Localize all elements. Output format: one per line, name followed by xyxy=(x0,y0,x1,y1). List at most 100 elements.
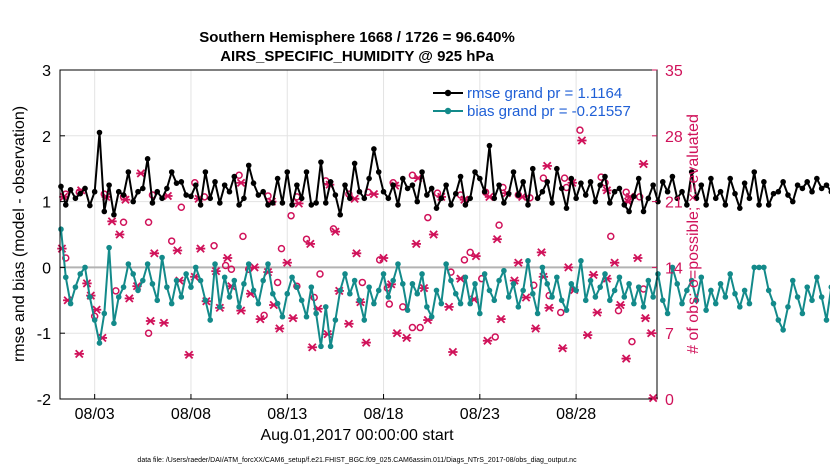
obs-possible-marker xyxy=(628,337,636,346)
x-axis-label: Aug.01,2017 00:00:00 start xyxy=(260,427,454,444)
bias-point xyxy=(659,297,666,304)
rmse-point xyxy=(505,190,512,197)
rmse-point xyxy=(159,195,165,202)
bias-point xyxy=(679,300,685,307)
obs-evaluated-marker xyxy=(74,349,84,359)
rmse-point xyxy=(399,175,406,182)
rmse-point xyxy=(592,198,599,205)
bias-point xyxy=(404,307,411,313)
rmse-point xyxy=(318,159,324,165)
obs-possible-marker xyxy=(399,303,407,311)
bias-point xyxy=(814,274,820,281)
bias-point xyxy=(602,271,608,277)
rmse-point xyxy=(322,200,329,206)
bias-point xyxy=(558,297,565,304)
rmse-point xyxy=(260,188,266,195)
rmse-point xyxy=(679,188,685,195)
rmse-point xyxy=(289,202,295,208)
bias-point xyxy=(751,264,758,271)
obs-evaluated-marker xyxy=(592,308,602,317)
rmse-point xyxy=(111,211,117,218)
bias-point xyxy=(212,261,218,267)
obs-evaluated-marker xyxy=(496,314,506,324)
rmse-point xyxy=(241,195,247,202)
bias-point xyxy=(780,327,786,333)
bias-point xyxy=(737,304,743,310)
rmse-point xyxy=(462,202,469,208)
bias-point xyxy=(785,304,791,310)
rmse-point xyxy=(765,202,772,208)
y-right-tick-label: 28 xyxy=(665,129,683,146)
bias-point xyxy=(823,317,830,323)
bias-point xyxy=(669,264,676,271)
rmse-point xyxy=(616,185,623,192)
bias-point xyxy=(337,287,344,294)
rmse-point xyxy=(597,182,603,188)
y-left-tick-label: -1 xyxy=(37,326,51,343)
plot-frame xyxy=(59,69,658,400)
rmse-point xyxy=(62,202,69,208)
bias-point xyxy=(472,281,478,287)
rmse-point xyxy=(217,200,223,206)
rmse-point xyxy=(510,169,517,175)
bias-point xyxy=(452,290,459,297)
rmse-point xyxy=(144,156,151,162)
bias-point xyxy=(765,287,772,294)
obs-evaluated-marker xyxy=(513,258,524,267)
obs-evaluated-marker xyxy=(115,230,125,239)
bias-point xyxy=(135,287,141,294)
obs-possible-marker xyxy=(491,333,499,341)
bias-point xyxy=(438,300,445,307)
bias-point xyxy=(120,284,127,290)
rmse-point xyxy=(529,165,536,172)
plot-area xyxy=(60,70,657,399)
obs-evaluated-marker xyxy=(401,333,412,343)
rmse-point xyxy=(558,185,565,192)
obs-possible-marker xyxy=(221,261,230,270)
obs-evaluated-marker xyxy=(136,169,146,178)
rmse-point xyxy=(414,198,421,205)
bias-point xyxy=(587,277,594,284)
rmse-point xyxy=(746,195,753,202)
bias-point xyxy=(534,310,541,317)
bias-point xyxy=(197,277,204,284)
bias-point xyxy=(626,281,632,287)
rmse-point xyxy=(438,195,445,202)
obs-evaluated-marker xyxy=(428,230,439,239)
y-left-tick-label: -2 xyxy=(37,392,51,409)
obs-evaluated-marker xyxy=(282,258,292,267)
legend-rmse-marker xyxy=(444,89,452,97)
obs-evaluated-marker xyxy=(648,393,658,403)
obs-evaluated-marker xyxy=(274,324,285,333)
bias-point xyxy=(303,313,310,320)
rmse-point xyxy=(265,202,271,208)
bias-point xyxy=(236,304,242,310)
obs-evaluated-marker xyxy=(255,314,265,324)
bias-point xyxy=(72,284,79,290)
rmse-point xyxy=(814,175,820,182)
bias-point xyxy=(756,264,762,271)
rmse-point xyxy=(202,169,209,175)
bias-point xyxy=(722,294,729,300)
rmse-point xyxy=(308,202,315,208)
bias-point xyxy=(799,310,806,317)
bias-point xyxy=(582,297,589,304)
bias-point xyxy=(231,277,238,284)
obs-evaluated-marker xyxy=(369,189,379,199)
rmse-point xyxy=(780,179,786,185)
bias-point xyxy=(395,261,401,267)
obs-possible-marker xyxy=(112,287,120,295)
rmse-point xyxy=(568,175,575,182)
rmse-point xyxy=(332,192,339,198)
bias-point xyxy=(390,277,396,284)
rmse-point xyxy=(390,182,396,188)
rmse-point xyxy=(106,182,112,188)
bias-point xyxy=(298,297,305,304)
bias-point xyxy=(804,284,811,290)
bias-point xyxy=(539,264,546,271)
rmse-point xyxy=(188,193,194,200)
obs-evaluated-marker xyxy=(530,324,541,333)
bias-point xyxy=(385,294,392,300)
bias-point xyxy=(433,287,440,294)
obs-evaluated-marker xyxy=(542,161,552,171)
